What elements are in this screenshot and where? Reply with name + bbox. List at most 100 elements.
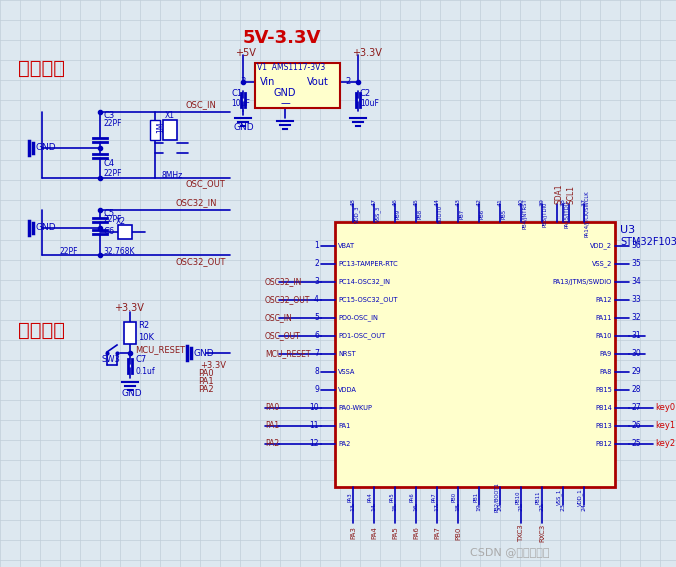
Text: 10uF: 10uF bbox=[231, 99, 250, 108]
Text: PA3: PA3 bbox=[350, 527, 356, 539]
Text: 33: 33 bbox=[631, 295, 641, 304]
Text: PA0: PA0 bbox=[198, 369, 214, 378]
Text: 22PF: 22PF bbox=[103, 168, 122, 177]
Text: PA5: PA5 bbox=[389, 492, 394, 502]
Text: 10: 10 bbox=[310, 404, 319, 413]
Text: 22: 22 bbox=[539, 503, 544, 511]
Bar bbox=[163, 120, 177, 140]
Text: PA1: PA1 bbox=[338, 423, 350, 429]
Text: PB7: PB7 bbox=[459, 209, 464, 219]
Text: C3: C3 bbox=[103, 112, 114, 121]
Text: CSDN @嵌入式基地: CSDN @嵌入式基地 bbox=[470, 547, 550, 557]
Text: 43: 43 bbox=[456, 198, 460, 206]
Text: STM32F103C8T6: STM32F103C8T6 bbox=[620, 237, 676, 247]
Text: 46: 46 bbox=[393, 198, 397, 206]
Text: 6: 6 bbox=[314, 332, 319, 341]
Text: 40: 40 bbox=[518, 198, 523, 206]
Text: TXC3: TXC3 bbox=[518, 524, 524, 542]
Text: PB11: PB11 bbox=[536, 490, 541, 503]
Text: PD1-OSC_OUT: PD1-OSC_OUT bbox=[338, 333, 385, 340]
Text: 复位电路: 复位电路 bbox=[18, 320, 65, 340]
Text: PA7: PA7 bbox=[431, 492, 436, 502]
Text: 32: 32 bbox=[631, 314, 641, 323]
Text: PC15-OSC32_OUT: PC15-OSC32_OUT bbox=[338, 297, 397, 303]
Text: SDA1: SDA1 bbox=[555, 184, 564, 204]
Text: PA4: PA4 bbox=[371, 527, 377, 539]
Text: PA7: PA7 bbox=[434, 527, 440, 539]
Text: PB2/BOOT1: PB2/BOOT1 bbox=[494, 482, 499, 512]
Text: PC13-TAMPER-RTC: PC13-TAMPER-RTC bbox=[338, 261, 397, 267]
Text: C5: C5 bbox=[103, 209, 114, 218]
Text: SW3: SW3 bbox=[101, 356, 120, 365]
Text: GND: GND bbox=[36, 143, 57, 153]
Text: 29: 29 bbox=[631, 367, 641, 376]
Text: PA6: PA6 bbox=[410, 492, 415, 502]
Text: PB8: PB8 bbox=[417, 209, 422, 219]
Text: GND: GND bbox=[274, 88, 296, 98]
Text: 1M: 1M bbox=[157, 121, 166, 133]
Text: 1: 1 bbox=[314, 242, 319, 251]
Text: PD0-OSC_IN: PD0-OSC_IN bbox=[338, 315, 378, 321]
Text: 22PF: 22PF bbox=[103, 119, 122, 128]
Text: 0.1uf: 0.1uf bbox=[135, 367, 155, 376]
Text: 23: 23 bbox=[560, 503, 566, 511]
Text: 10uF: 10uF bbox=[360, 99, 379, 108]
Text: VSSA: VSSA bbox=[338, 369, 356, 375]
Text: 26: 26 bbox=[631, 421, 641, 430]
Text: RXC3: RXC3 bbox=[539, 524, 545, 542]
Text: 22PF: 22PF bbox=[103, 215, 122, 225]
Text: OSC_IN: OSC_IN bbox=[185, 100, 216, 109]
Text: 7: 7 bbox=[314, 349, 319, 358]
Text: VSS_1: VSS_1 bbox=[556, 489, 562, 505]
Text: 30: 30 bbox=[631, 349, 641, 358]
Text: PB1: PB1 bbox=[473, 492, 478, 502]
Text: PB5: PB5 bbox=[501, 209, 506, 219]
Text: 2: 2 bbox=[345, 77, 350, 86]
Text: 41: 41 bbox=[498, 198, 502, 206]
Text: 22PF: 22PF bbox=[60, 248, 78, 256]
Text: 晶振电路: 晶振电路 bbox=[18, 58, 65, 78]
Text: C6: C6 bbox=[103, 227, 114, 236]
Text: PA0: PA0 bbox=[265, 404, 279, 413]
Text: MCU_RESET: MCU_RESET bbox=[265, 349, 310, 358]
Text: VDDA: VDDA bbox=[338, 387, 357, 393]
Text: PB13: PB13 bbox=[596, 423, 612, 429]
Text: 20: 20 bbox=[498, 503, 502, 511]
Text: PA0-WKUP: PA0-WKUP bbox=[338, 405, 372, 411]
Text: R2: R2 bbox=[138, 321, 149, 331]
Text: PA1: PA1 bbox=[198, 376, 214, 386]
Text: VDD_2: VDD_2 bbox=[590, 243, 612, 249]
Text: PA4: PA4 bbox=[368, 492, 373, 502]
Text: GND: GND bbox=[36, 223, 57, 232]
Text: 44: 44 bbox=[435, 198, 439, 206]
Text: PA11: PA11 bbox=[596, 315, 612, 321]
Text: PA14/JTCK/SWCLK: PA14/JTCK/SWCLK bbox=[585, 191, 590, 238]
Text: 18: 18 bbox=[456, 503, 460, 511]
Text: VBAT: VBAT bbox=[338, 243, 355, 249]
Text: 16: 16 bbox=[414, 503, 418, 511]
Text: GND: GND bbox=[194, 349, 214, 358]
Text: OSC32_OUT: OSC32_OUT bbox=[265, 295, 310, 304]
Text: OSC32_IN: OSC32_IN bbox=[265, 277, 302, 286]
Text: 13: 13 bbox=[350, 503, 356, 511]
Text: PC14-OSC32_IN: PC14-OSC32_IN bbox=[338, 278, 390, 285]
Text: PA6: PA6 bbox=[413, 527, 419, 539]
Text: 36: 36 bbox=[631, 242, 641, 251]
Text: PA5: PA5 bbox=[392, 527, 398, 539]
Text: C4: C4 bbox=[103, 159, 114, 168]
Text: 2: 2 bbox=[314, 260, 319, 269]
Text: 34: 34 bbox=[631, 277, 641, 286]
Text: VSS_2: VSS_2 bbox=[592, 261, 612, 268]
Text: VDD_1: VDD_1 bbox=[577, 488, 583, 506]
Text: PA13/JTMS/SWDIO: PA13/JTMS/SWDIO bbox=[552, 279, 612, 285]
Text: BOOT0: BOOT0 bbox=[438, 205, 443, 223]
Text: 5V-3.3V: 5V-3.3V bbox=[243, 29, 321, 47]
Text: +5V: +5V bbox=[235, 48, 256, 58]
Text: OSC_IN: OSC_IN bbox=[265, 314, 293, 323]
Text: 32.768K: 32.768K bbox=[103, 248, 135, 256]
Text: 5: 5 bbox=[314, 314, 319, 323]
Text: +3.3V: +3.3V bbox=[200, 361, 226, 370]
Text: PA8: PA8 bbox=[600, 369, 612, 375]
Text: PB0: PB0 bbox=[452, 492, 457, 502]
Text: VSS_3: VSS_3 bbox=[375, 206, 381, 222]
